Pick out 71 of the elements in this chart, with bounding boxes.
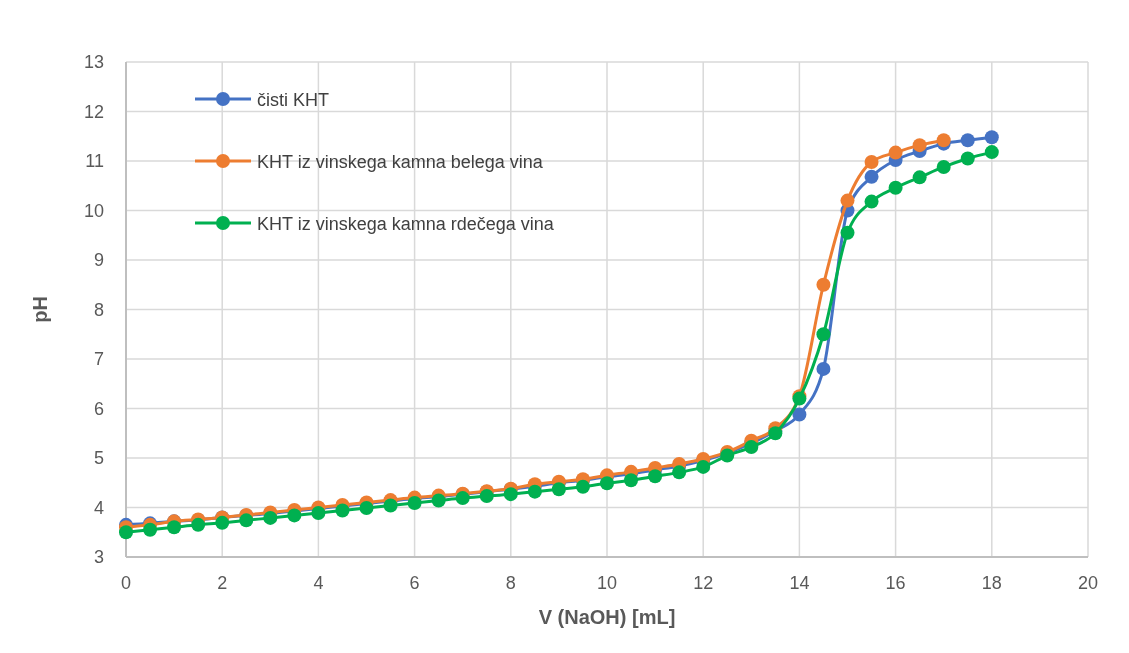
y-tick-label: 10 (83, 200, 104, 221)
x-tick-label: 10 (596, 573, 618, 593)
y-tick-label: 8 (93, 299, 104, 320)
y-tick-label: 12 (83, 101, 104, 122)
x-tick-label: 16 (885, 573, 906, 593)
point (864, 154, 879, 169)
point (287, 508, 302, 523)
point (359, 501, 374, 515)
point (792, 407, 807, 422)
point (407, 496, 422, 511)
point (624, 473, 639, 488)
point (984, 145, 999, 160)
y-tick-label: 5 (93, 448, 104, 468)
x-tick-label: 20 (1077, 573, 1099, 593)
legend-label: KHT iz vinskega kamna rdečega vina (257, 214, 555, 234)
y-axis-title: pH (29, 296, 51, 323)
x-tick-label: 6 (409, 573, 420, 593)
point (143, 522, 158, 537)
point (984, 130, 999, 145)
x-tick-label: 12 (693, 573, 714, 593)
point (167, 520, 182, 535)
y-tick-label: 4 (93, 497, 104, 518)
point (503, 487, 518, 502)
point (864, 169, 879, 184)
point (840, 225, 855, 240)
point (551, 482, 566, 497)
x-tick-label: 14 (789, 573, 810, 593)
x-tick-label: 8 (505, 573, 516, 593)
point (455, 491, 470, 506)
point (936, 159, 951, 174)
point (648, 469, 663, 484)
x-tick-label: 4 (313, 573, 324, 593)
point (311, 505, 326, 520)
point (816, 361, 831, 376)
point (431, 493, 446, 508)
y-tick-label: 9 (93, 250, 104, 270)
x-tick-label: 18 (981, 573, 1002, 593)
y-tick-label: 3 (93, 547, 104, 567)
point (912, 138, 927, 153)
point (479, 489, 494, 504)
point (816, 327, 831, 342)
y-tick-label: 11 (85, 151, 104, 171)
point (816, 277, 831, 292)
point (912, 170, 927, 185)
point (696, 459, 711, 474)
point (575, 479, 590, 494)
point (840, 193, 855, 208)
point (191, 517, 206, 532)
point (960, 151, 975, 166)
point (527, 484, 542, 499)
x-tick-label: 0 (120, 573, 132, 593)
point (119, 525, 133, 540)
point (263, 510, 278, 525)
point (239, 513, 254, 528)
point (888, 180, 903, 195)
legend-label: KHT iz vinskega kamna belega vina (257, 152, 544, 172)
x-axis-title: V (NaOH) [mL] (538, 606, 676, 628)
point (960, 133, 975, 148)
point (383, 498, 398, 513)
point (672, 465, 687, 480)
y-tick-label: 13 (83, 52, 104, 72)
y-tick-label: 7 (93, 349, 104, 369)
point (335, 503, 350, 518)
point (215, 515, 230, 530)
x-tick-label: 2 (217, 573, 228, 593)
y-tick-label: 6 (93, 398, 104, 419)
point (888, 145, 903, 160)
legend-label: čisti KHT (257, 90, 329, 110)
point (864, 194, 879, 209)
point (600, 476, 614, 491)
point (744, 440, 759, 455)
